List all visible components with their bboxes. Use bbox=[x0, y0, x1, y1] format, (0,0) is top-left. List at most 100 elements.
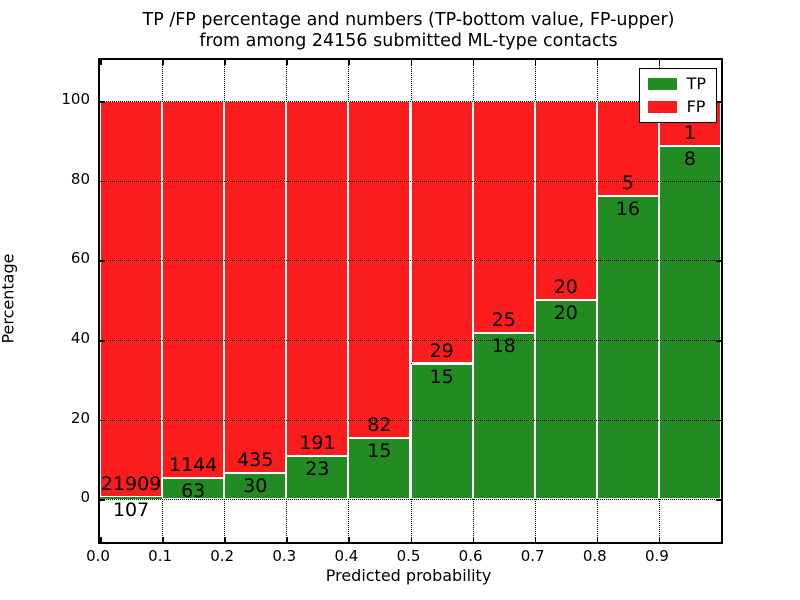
bar-segment-tp bbox=[224, 473, 287, 500]
bar-label-tp: 23 bbox=[305, 458, 330, 481]
gridline-y bbox=[100, 419, 721, 421]
bar-label-fp: 191 bbox=[299, 432, 336, 455]
y-tick-label: 20 bbox=[70, 408, 90, 427]
y-tick-label: 100 bbox=[61, 90, 90, 109]
x-tick-mark bbox=[100, 60, 102, 65]
bar-label-fp: 29 bbox=[429, 339, 454, 362]
y-tick-label: 60 bbox=[70, 249, 90, 268]
x-tick-label: 0.0 bbox=[86, 547, 110, 565]
bar-label-fp: 435 bbox=[237, 449, 274, 472]
gridline-y bbox=[100, 340, 721, 341]
y-tick-mark bbox=[100, 260, 105, 262]
x-tick-mark bbox=[472, 537, 475, 542]
x-tick-label: 0.6 bbox=[458, 547, 483, 565]
x-tick-mark bbox=[658, 537, 661, 542]
bar-segment-tp bbox=[596, 196, 659, 499]
x-tick-mark bbox=[348, 537, 350, 542]
x-tick-label: 0.5 bbox=[396, 547, 421, 565]
bar-label-tp: 8 bbox=[683, 147, 696, 170]
bar-segment-tp bbox=[534, 300, 597, 499]
x-tick-mark bbox=[162, 537, 164, 542]
bar-segment-fp bbox=[348, 101, 411, 438]
bar-label-tp: 15 bbox=[367, 439, 392, 462]
x-tick-mark bbox=[534, 537, 537, 542]
legend-entry: TP bbox=[647, 74, 706, 93]
x-tick-mark bbox=[100, 537, 102, 542]
bar-label-tp: 16 bbox=[615, 198, 640, 220]
bar-label-fp: 1144 bbox=[169, 454, 218, 477]
y-tick-mark bbox=[716, 340, 721, 342]
x-tick-label: 0.4 bbox=[334, 547, 359, 565]
legend-label: TP bbox=[686, 74, 706, 93]
x-tick-label: 0.8 bbox=[582, 547, 607, 565]
bar-label-fp: 1 bbox=[683, 121, 696, 144]
bar-label-fp: 5 bbox=[621, 172, 634, 194]
y-tick-mark bbox=[100, 419, 105, 421]
y-tick-mark bbox=[100, 499, 105, 501]
bar-label-tp: 63 bbox=[181, 480, 206, 503]
bar-segment-fp bbox=[224, 101, 287, 474]
x-tick-label: 0.1 bbox=[148, 547, 173, 565]
x-axis-label: Predicted probability bbox=[325, 566, 492, 585]
chart-title-line1: TP /FP percentage and numbers (TP-bottom… bbox=[142, 10, 675, 30]
x-tick-mark bbox=[286, 537, 288, 542]
x-tick-mark bbox=[472, 60, 475, 65]
y-tick-mark bbox=[716, 180, 721, 183]
y-tick-label: 0 bbox=[80, 488, 90, 506]
bar-segment-fp bbox=[286, 101, 349, 457]
bar-label-tp: 30 bbox=[243, 475, 268, 498]
bar-segment-tp bbox=[286, 456, 349, 499]
gridline-y bbox=[100, 101, 721, 103]
gridline-y bbox=[100, 180, 721, 182]
x-tick-label: 0.9 bbox=[644, 547, 669, 565]
plot-area: TP FP 21909 107 1144 63 435 30 191 23 82 15 29 15 25 1… bbox=[98, 58, 723, 544]
y-tick-label: 40 bbox=[70, 329, 90, 347]
x-tick-mark bbox=[534, 60, 537, 65]
bar-label-fp: 21909 bbox=[100, 473, 162, 496]
chart-title: TP /FP percentage and numbers (TP-bottom… bbox=[98, 10, 719, 52]
bar-label-tp: 15 bbox=[429, 365, 454, 388]
y-tick-mark bbox=[100, 340, 105, 342]
bar-segment-tp bbox=[100, 497, 163, 499]
bar-segment-tp bbox=[348, 437, 411, 500]
x-tick-label: 0.2 bbox=[210, 547, 235, 565]
bar-segment-tp bbox=[410, 363, 473, 500]
chart-title-line2: from among 24156 submitted ML-type conta… bbox=[199, 31, 618, 51]
legend: TP FP bbox=[638, 68, 717, 123]
bar-label-tp: 18 bbox=[491, 334, 516, 357]
gridline-y bbox=[100, 499, 721, 500]
x-tick-label: 0.3 bbox=[272, 547, 297, 565]
y-tick-mark bbox=[100, 101, 105, 103]
bar-segment-tp bbox=[472, 332, 535, 500]
bar-label-fp: 20 bbox=[553, 276, 578, 299]
bar-segment-fp bbox=[410, 101, 473, 364]
y-axis-label: Percentage bbox=[0, 253, 18, 344]
bar-segment-tp bbox=[658, 145, 721, 499]
x-tick-mark bbox=[224, 60, 226, 65]
x-tick-mark bbox=[596, 537, 599, 542]
x-tick-mark bbox=[348, 60, 350, 65]
x-tick-mark bbox=[596, 60, 599, 65]
bar-segment-tp bbox=[162, 478, 225, 500]
y-tick-mark bbox=[716, 419, 721, 421]
y-tick-label: 80 bbox=[70, 169, 90, 188]
bar-segment-fp bbox=[534, 101, 597, 301]
x-tick-mark bbox=[410, 537, 412, 542]
tp-legend-swatch bbox=[647, 78, 677, 90]
bar-label-fp: 82 bbox=[367, 413, 392, 436]
x-tick-mark bbox=[224, 537, 226, 542]
fp-legend-swatch bbox=[647, 101, 677, 113]
x-tick-mark bbox=[410, 60, 412, 65]
bar-label-fp: 25 bbox=[491, 308, 516, 331]
x-tick-mark bbox=[286, 60, 288, 65]
x-tick-label: 0.7 bbox=[520, 547, 545, 565]
bar-label-tp: 107 bbox=[112, 499, 150, 522]
y-tick-mark bbox=[100, 180, 105, 183]
x-tick-mark bbox=[162, 60, 164, 65]
gridline-y bbox=[100, 260, 721, 262]
y-tick-mark bbox=[716, 260, 721, 262]
legend-entry: FP bbox=[647, 97, 706, 116]
y-tick-mark bbox=[716, 499, 721, 501]
legend-label: FP bbox=[686, 97, 706, 116]
